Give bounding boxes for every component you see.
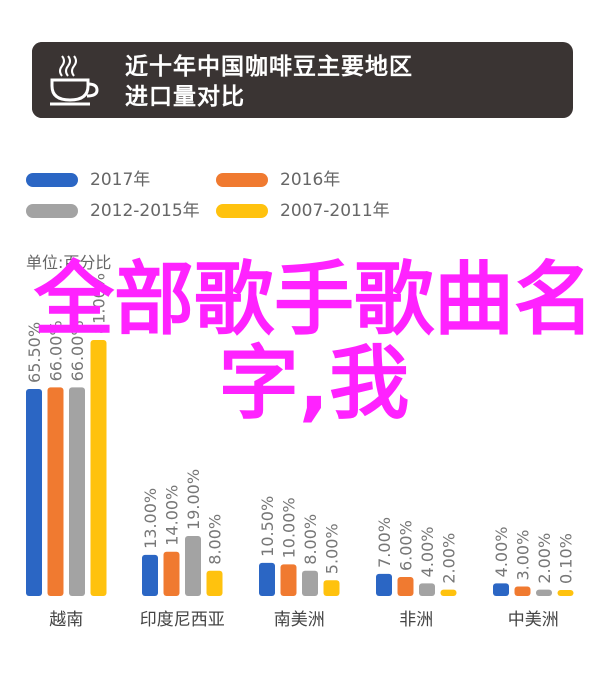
bar-4-0 bbox=[493, 583, 509, 596]
data-label-0-2: 66.00% bbox=[68, 320, 87, 381]
unit-label: 单位:百分比 bbox=[26, 253, 112, 272]
bar-2-2 bbox=[302, 570, 318, 596]
legend-label: 2012-2015年 bbox=[90, 201, 200, 221]
overlay-text: 全部歌手歌曲名字,我 bbox=[34, 253, 594, 430]
bar-4-1 bbox=[514, 586, 531, 596]
data-label-4-3: 0.10% bbox=[557, 533, 576, 584]
data-label-3-3: 2.00% bbox=[440, 533, 459, 584]
chart-title: 近十年中国咖啡豆主要地区 进口量对比 bbox=[125, 52, 413, 112]
bar-2-1 bbox=[280, 564, 297, 596]
category-label-0: 越南 bbox=[49, 610, 83, 630]
bar-2-0 bbox=[259, 562, 275, 596]
data-label-0-3: 81.00% bbox=[90, 273, 109, 334]
data-label-3-0: 7.00% bbox=[375, 517, 394, 568]
bar-0-1 bbox=[47, 387, 64, 596]
data-label-2-3: 5.00% bbox=[323, 523, 342, 574]
data-label-4-0: 4.00% bbox=[492, 527, 511, 578]
data-label-2-2: 8.00% bbox=[301, 514, 320, 565]
legend-label: 2017年 bbox=[90, 170, 151, 190]
category-label-4: 中美洲 bbox=[508, 610, 559, 630]
data-label-1-0: 13.00% bbox=[141, 488, 160, 549]
legend-swatch bbox=[216, 173, 268, 187]
bar-3-0 bbox=[376, 573, 392, 596]
data-label-3-1: 6.00% bbox=[397, 520, 416, 571]
data-label-0-1: 66.00% bbox=[47, 320, 66, 381]
bar-3-1 bbox=[397, 577, 414, 596]
category-label-3: 非洲 bbox=[399, 610, 433, 630]
bar-2-3 bbox=[323, 580, 340, 596]
chart-title-line1: 近十年中国咖啡豆主要地区 bbox=[125, 54, 413, 80]
bar-4-3 bbox=[557, 590, 574, 596]
legend-label: 2016年 bbox=[280, 170, 341, 190]
category-label-1: 印度尼西亚 bbox=[140, 610, 225, 630]
bar-3-3 bbox=[440, 589, 457, 596]
coffee-cup-icon bbox=[32, 42, 108, 118]
bar-1-2 bbox=[185, 535, 201, 596]
data-label-1-2: 19.00% bbox=[184, 469, 203, 530]
data-label-4-2: 2.00% bbox=[535, 533, 554, 584]
legend-swatch bbox=[216, 204, 268, 218]
data-label-4-1: 3.00% bbox=[514, 530, 533, 581]
chart-title-line2: 进口量对比 bbox=[125, 84, 245, 110]
bar-3-2 bbox=[419, 583, 435, 596]
bar-1-1 bbox=[163, 551, 180, 596]
bar-0-2 bbox=[69, 387, 85, 596]
bar-1-3 bbox=[206, 570, 223, 596]
category-label-2: 南美洲 bbox=[274, 610, 325, 630]
legend-swatch bbox=[26, 204, 78, 218]
data-label-1-3: 8.00% bbox=[206, 514, 225, 565]
bar-4-2 bbox=[536, 589, 552, 596]
bar-0-0 bbox=[26, 388, 42, 596]
legend-swatch bbox=[26, 173, 78, 187]
data-label-2-1: 10.00% bbox=[280, 497, 299, 558]
bar-1-0 bbox=[142, 554, 158, 596]
bar-0-3 bbox=[90, 340, 107, 596]
data-label-3-2: 4.00% bbox=[418, 527, 437, 578]
data-label-1-1: 14.00% bbox=[163, 485, 182, 546]
data-label-0-0: 65.50% bbox=[25, 322, 44, 383]
legend-label: 2007-2011年 bbox=[280, 201, 390, 221]
chart-header: 近十年中国咖啡豆主要地区 进口量对比 bbox=[32, 42, 573, 118]
data-label-2-0: 10.50% bbox=[258, 496, 277, 557]
